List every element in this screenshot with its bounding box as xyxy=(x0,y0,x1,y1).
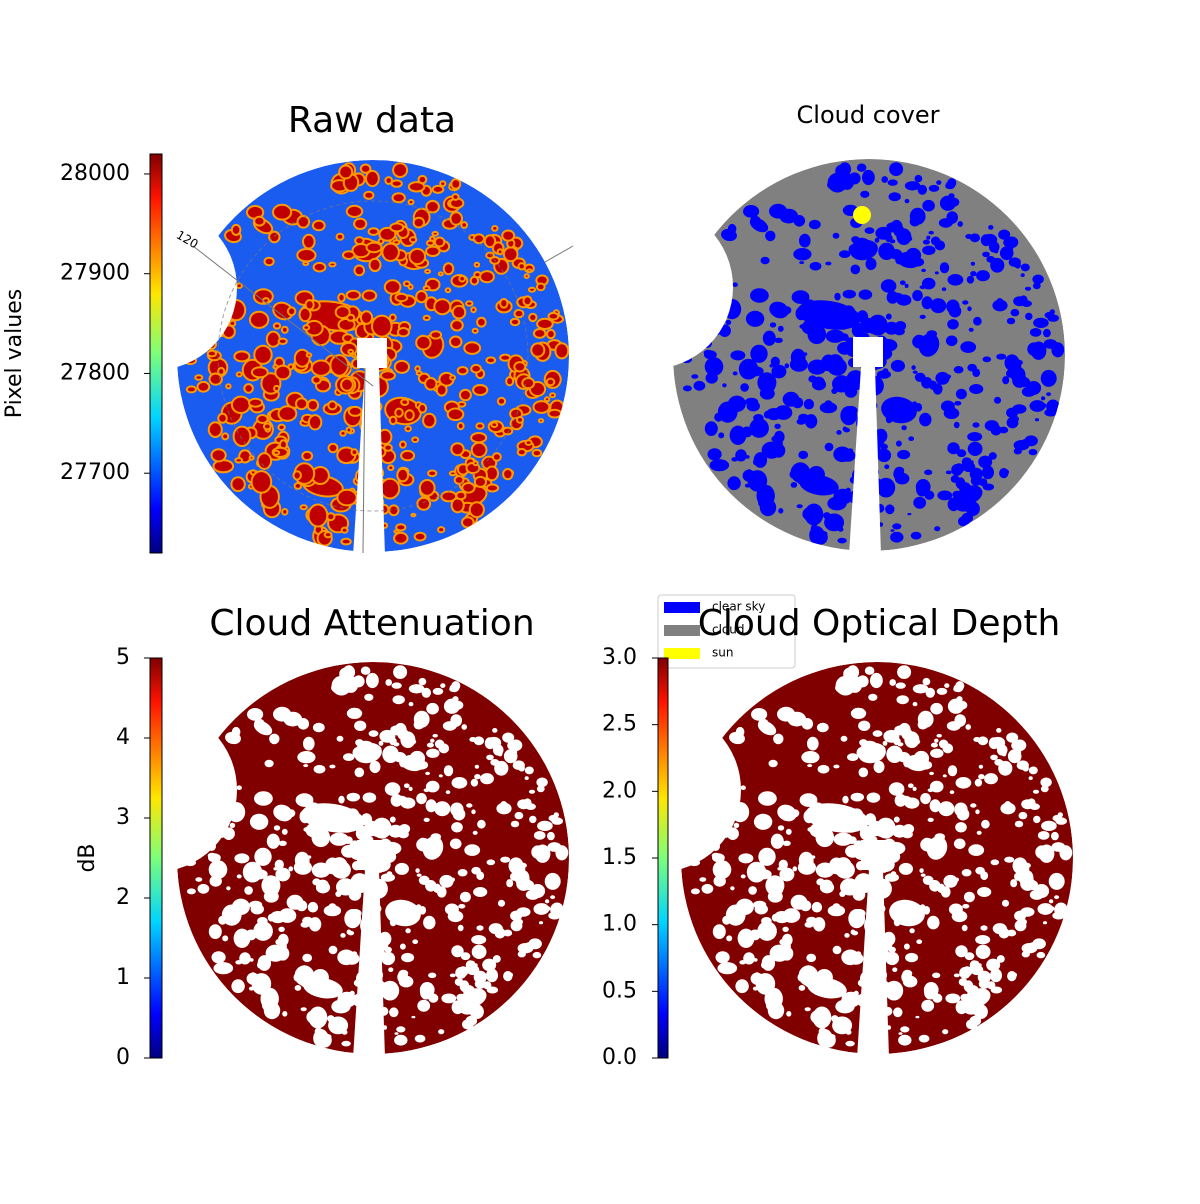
colorbar xyxy=(149,153,163,554)
sun-marker xyxy=(853,206,871,224)
panel-title: Cloud cover xyxy=(797,101,940,129)
legend-patch xyxy=(664,602,700,613)
colorbar-tick-label: 0.5 xyxy=(602,978,637,1003)
colorbar-tick-label: 2.0 xyxy=(602,778,637,803)
colorbar xyxy=(149,657,163,1059)
sky-image xyxy=(681,662,1073,1054)
colorbar-tick-label: 5 xyxy=(116,645,130,670)
panel-title: Cloud Optical Depth xyxy=(698,603,1061,644)
grid-spoke xyxy=(544,245,574,263)
sky-image xyxy=(673,159,1065,551)
colorbar-tick-label: 1.5 xyxy=(602,845,637,870)
colorbar xyxy=(657,657,669,1059)
grid-spoke xyxy=(192,245,374,387)
grid-annotation: 120 xyxy=(174,228,201,252)
colorbar-tick-label: 1.0 xyxy=(602,912,637,937)
sky-disk xyxy=(681,662,1073,1054)
legend-patch xyxy=(664,625,700,636)
legend-label: sun xyxy=(712,646,733,660)
colorbar-tick-label: 3 xyxy=(116,805,130,830)
colorbar-tick-label: 27800 xyxy=(60,360,130,385)
legend-label: cloud xyxy=(712,623,745,637)
colorbar-tick-label: 2 xyxy=(116,885,130,910)
legend-patch xyxy=(664,648,700,659)
colorbar-tick-label: 0.0 xyxy=(602,1045,637,1070)
colorbar-tick-label: 2.5 xyxy=(602,712,637,737)
sky-disk xyxy=(673,159,1065,551)
grid-circle xyxy=(217,200,529,512)
sky-image: 120 xyxy=(174,160,574,554)
colorbar-tick-label: 27900 xyxy=(60,261,130,286)
colorbar-label: dB xyxy=(75,843,100,872)
sky-image xyxy=(177,662,569,1054)
colorbar-tick-label: 4 xyxy=(116,725,130,750)
colorbar-tick-label: 1 xyxy=(116,965,130,990)
legend-label: clear sky xyxy=(712,600,765,614)
panel-title: Cloud Attenuation xyxy=(209,603,534,644)
sky-disk xyxy=(177,662,569,1054)
colorbar-label: Pixel values xyxy=(2,289,27,418)
colorbar-tick-label: 27700 xyxy=(60,460,130,485)
grid-spoke xyxy=(362,367,366,554)
sky-disk xyxy=(177,160,570,552)
colorbar-tick-label: 0 xyxy=(116,1045,130,1070)
colorbar-tick-label: 28000 xyxy=(60,161,130,186)
panel-title: Raw data xyxy=(288,100,456,141)
legend: clear sky cloud sun xyxy=(657,594,796,669)
colorbar-tick-label: 3.0 xyxy=(602,645,637,670)
